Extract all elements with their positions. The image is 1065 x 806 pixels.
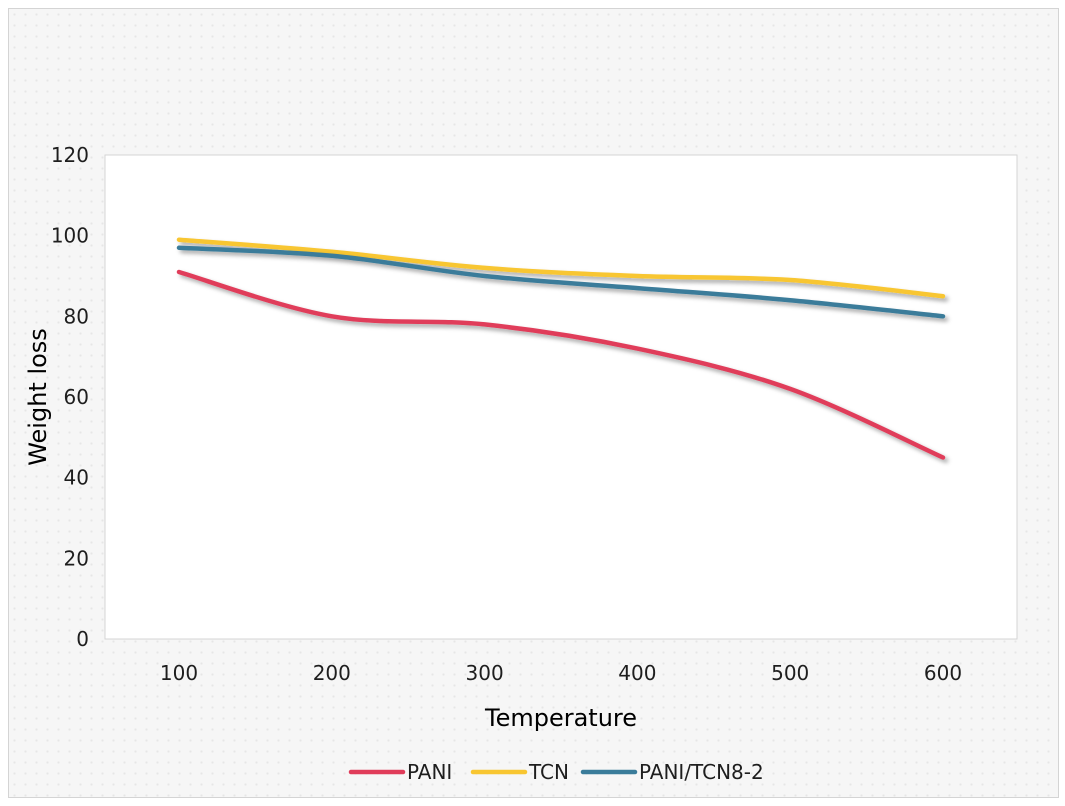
y-tick-label: 40 <box>64 466 89 490</box>
x-axis: 100 200 300 400 500 600 <box>160 661 962 685</box>
y-tick-label: 0 <box>76 627 89 651</box>
legend: PANI TCN PANI/TCN8-2 <box>348 760 764 784</box>
x-axis-title: Temperature <box>484 704 637 732</box>
plot-area <box>104 154 1018 640</box>
x-tick-label: 200 <box>313 661 351 685</box>
y-tick-label: 60 <box>64 385 89 409</box>
y-tick-label: 120 <box>51 143 89 167</box>
series-line-0 <box>176 269 946 460</box>
x-tick-label: 500 <box>771 661 809 685</box>
y-axis-title: Weight loss <box>24 328 52 466</box>
x-tick-label: 400 <box>618 661 656 685</box>
x-tick-label: 300 <box>466 661 504 685</box>
series-line-1 <box>176 237 946 299</box>
x-tick-label: 100 <box>160 661 198 685</box>
y-tick-label: 100 <box>51 224 89 248</box>
legend-label-0: PANI <box>407 760 452 784</box>
y-tick-label: 80 <box>64 304 89 328</box>
x-tick-label: 600 <box>924 661 962 685</box>
y-tick-label: 20 <box>64 546 89 570</box>
y-axis: 0 20 40 60 80 100 120 <box>51 143 89 651</box>
legend-label-1: TCN <box>528 760 569 784</box>
series-lines <box>176 237 946 460</box>
series-line-2 <box>176 245 946 319</box>
legend-label-2: PANI/TCN8-2 <box>639 760 764 784</box>
